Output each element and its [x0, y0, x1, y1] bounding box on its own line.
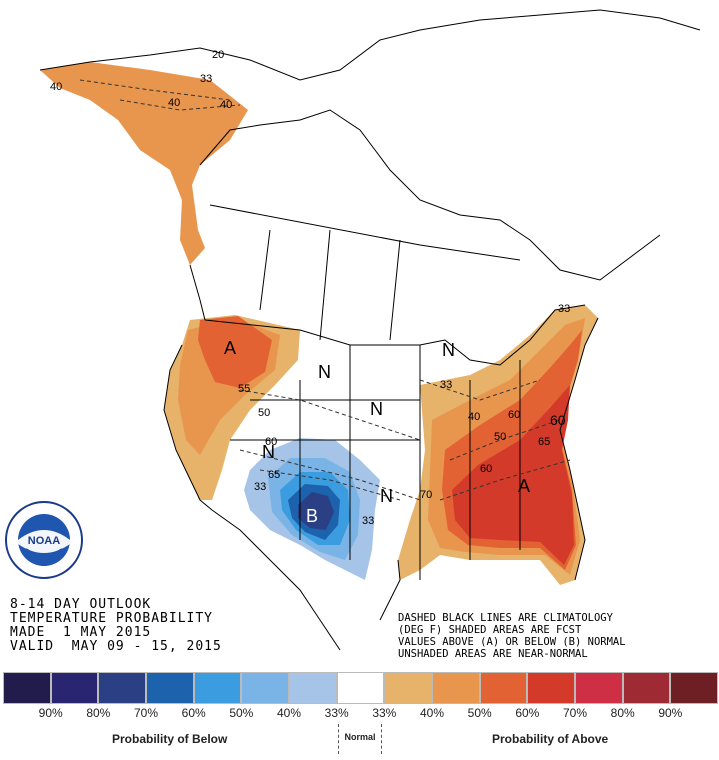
contour-label: 40 [468, 411, 480, 423]
normal-caption: Normal [338, 724, 382, 754]
above-label-west: A [224, 338, 236, 358]
legend-swatch [479, 672, 528, 704]
legend-swatch [98, 672, 147, 704]
contour-label: 33 [362, 515, 374, 527]
contour-label: 55 [238, 383, 250, 395]
climatology-lines [79, 79, 571, 501]
normal-label: N [262, 442, 275, 462]
contour-label: 33 [440, 379, 452, 391]
legend-percent-label: 50% [467, 706, 492, 720]
contour-label: 20 [212, 49, 224, 61]
legend-swatch [575, 672, 623, 704]
legend-percent-label: 90% [38, 706, 63, 720]
legend-note-line: VALUES ABOVE (A) OR BELOW (B) NORMAL [398, 636, 626, 648]
outlook-line: MADE 1 MAY 2015 [10, 625, 152, 640]
noaa-logo: NOAA [5, 501, 83, 579]
legend-percent-label: 40% [419, 706, 445, 720]
legend-swatch [622, 672, 671, 704]
legend-percent-label: 80% [610, 706, 635, 720]
contour-label: 50 [258, 407, 270, 419]
below-label-sw: B [306, 506, 318, 526]
alaska-below-strip [150, 48, 230, 72]
legend-note: DASHED BLACK LINES ARE CLIMATOLOGY (DEG F… [398, 612, 626, 660]
contour-label: 40 [50, 81, 62, 93]
contour-label: 65 [538, 436, 550, 448]
legend-note-line: DASHED BLACK LINES ARE CLIMATOLOGY [398, 612, 613, 624]
legend-swatch [289, 672, 337, 704]
contour-label: 40 [220, 99, 232, 111]
outlook-title-block: 8-14 DAY OUTLOOK TEMPERATURE PROBABILITY M… [10, 598, 222, 654]
legend-percent-label: 50% [229, 706, 254, 720]
legend-swatch [336, 672, 385, 704]
legend-percent-label: 40% [276, 706, 302, 720]
outlook-line: TEMPERATURE PROBABILITY [10, 611, 214, 626]
legend-percent-label: 70% [562, 706, 588, 720]
normal-caption-text: Normal [344, 732, 376, 742]
legend-swatch [193, 672, 242, 704]
above-caption: Probability of Above [492, 732, 609, 746]
legend-percent-label: 33% [372, 706, 397, 720]
percent-labels: 90% 80% 70% 60% 50% 40% 33% 33% 40% 50% 60% 70% 80% 9… [3, 706, 718, 722]
contour-label: 70 [420, 489, 432, 501]
outlook-map: 40 40 40 33 20 55 50 60 65 33 33 70 33 3… [39, 9, 701, 651]
normal-label: N [370, 399, 383, 419]
legend-percent-label: 90% [658, 706, 683, 720]
contour-label: 60 [508, 409, 520, 421]
legend-swatch [50, 672, 99, 704]
normal-label: N [318, 362, 331, 382]
normal-label: N [442, 340, 455, 360]
east-above-60 [452, 385, 574, 565]
contour-label: 33 [200, 73, 212, 85]
outlook-line: VALID MAY 09 - 15, 2015 [10, 639, 222, 654]
contour-label: 65 [268, 469, 280, 481]
legend-percent-label: 33% [324, 706, 349, 720]
noaa-logo-text: NOAA [28, 535, 60, 547]
legend-swatch [670, 672, 719, 704]
color-legend [3, 672, 719, 704]
above-label-east: A [518, 476, 530, 496]
legend-swatch [384, 672, 433, 704]
west-above-50 [198, 316, 272, 388]
contour-label: 33 [254, 481, 266, 493]
legend-swatch [146, 672, 194, 704]
legend-percent-label: 70% [133, 706, 159, 720]
sw-below-70 [298, 492, 334, 530]
below-caption: Probability of Below [112, 732, 228, 746]
outlook-line: 8-14 DAY OUTLOOK [10, 597, 152, 612]
contour-label: 60 [265, 436, 277, 448]
legend-swatch [432, 672, 480, 704]
contour-label: 33 [558, 303, 570, 315]
legend-swatch [3, 672, 51, 704]
contour-label: 40 [168, 97, 180, 109]
legend-note-line: UNSHADED AREAS ARE NEAR-NORMAL [398, 648, 588, 660]
legend-percent-label: 80% [86, 706, 111, 720]
contour-label: 50 [494, 431, 506, 443]
legend-note-line: (DEG F) SHADED AREAS ARE FCST [398, 624, 582, 636]
legend-swatch [527, 672, 576, 704]
alaska-above-region [40, 62, 248, 265]
normal-label: N [380, 486, 393, 506]
legend-percent-label: 60% [181, 706, 206, 720]
legend-percent-label: 60% [515, 706, 540, 720]
contour-label: 60 [480, 463, 492, 475]
legend-swatch [241, 672, 290, 704]
map-boundaries [39, 9, 701, 651]
contour-label: 60 [550, 412, 566, 428]
